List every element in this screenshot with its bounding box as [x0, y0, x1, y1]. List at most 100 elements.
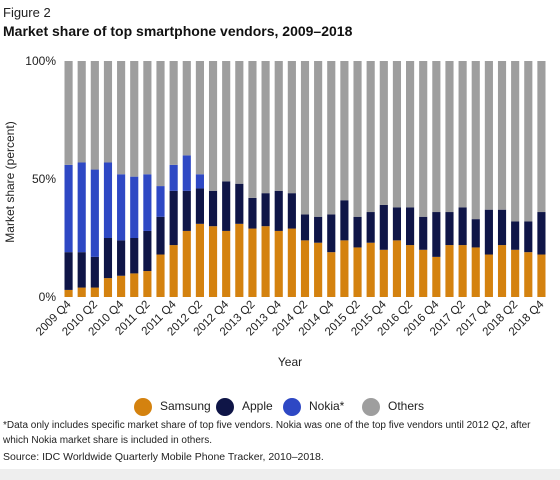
- bars-group: [64, 61, 546, 297]
- bar-segment-others: [222, 61, 231, 182]
- y-tick-label: 50%: [32, 172, 56, 186]
- bar-segment-samsung: [340, 240, 349, 297]
- bar-segment-nokia: [169, 164, 178, 191]
- bar-segment-apple: [156, 216, 165, 255]
- bar-segment-samsung: [103, 278, 113, 297]
- bar-segment-others: [261, 61, 270, 194]
- bar-segment-others: [208, 61, 218, 191]
- bar-segment-nokia: [64, 164, 73, 253]
- bar-segment-samsung: [287, 228, 296, 297]
- bar-segment-apple: [195, 188, 204, 224]
- figure-label: Figure 2: [3, 5, 51, 20]
- bar-segment-samsung: [406, 245, 415, 297]
- bar-segment-samsung: [327, 252, 336, 297]
- bar-segment-samsung: [235, 223, 244, 297]
- bar-segment-others: [432, 61, 441, 213]
- bar-segment-others: [169, 61, 178, 165]
- legend: Samsung Apple Nokia* Others: [0, 397, 560, 417]
- bar-segment-samsung: [117, 275, 126, 297]
- legend-swatch-nokia: [283, 398, 301, 416]
- bar-segment-apple: [117, 240, 126, 276]
- bar-segment-apple: [182, 190, 191, 231]
- bar-segment-others: [458, 61, 467, 208]
- bar-segment-apple: [169, 190, 178, 246]
- legend-label-nokia: Nokia*: [309, 399, 345, 413]
- legend-swatch-samsung: [134, 398, 152, 416]
- bar-segment-others: [379, 61, 388, 205]
- legend-swatch-apple: [216, 398, 234, 416]
- bar-segment-apple: [406, 207, 415, 246]
- bar-segment-others: [340, 61, 349, 201]
- bar-segment-nokia: [77, 162, 86, 253]
- bar-segment-others: [314, 61, 323, 217]
- bar-segment-apple: [77, 252, 86, 288]
- bar-segment-apple: [497, 209, 507, 246]
- bar-segment-apple: [314, 216, 323, 243]
- bar-segment-samsung: [379, 249, 388, 297]
- bar-segment-others: [64, 61, 73, 165]
- bar-segment-apple: [143, 230, 152, 272]
- bar-segment-samsung: [195, 223, 204, 297]
- bar-segment-apple: [340, 200, 349, 241]
- bar-segment-others: [195, 61, 204, 175]
- bar-segment-apple: [222, 181, 231, 231]
- bar-segment-others: [156, 61, 165, 187]
- bar-segment-others: [511, 61, 520, 222]
- bar-segment-others: [537, 61, 546, 213]
- bar-segment-others: [471, 61, 480, 220]
- chart-title: Market share of top smartphone vendors, …: [3, 23, 353, 39]
- bar-segment-apple: [235, 183, 244, 224]
- bar-segment-samsung: [248, 228, 257, 297]
- bar-segment-apple: [327, 214, 336, 253]
- bar-segment-apple: [366, 212, 375, 243]
- bar-segment-apple: [103, 238, 113, 279]
- bar-segment-samsung: [77, 287, 86, 297]
- legend-swatch-others: [362, 398, 380, 416]
- bar-segment-others: [300, 61, 310, 215]
- bar-segment-others: [327, 61, 336, 215]
- bar-segment-samsung: [497, 245, 507, 297]
- bar-segment-samsung: [64, 289, 73, 297]
- bar-segment-nokia: [117, 174, 126, 241]
- bar-segment-apple: [274, 190, 283, 231]
- bar-segment-samsung: [314, 242, 323, 297]
- bar-segment-others: [235, 61, 244, 184]
- bar-segment-samsung: [222, 230, 231, 297]
- bar-segment-apple: [511, 221, 520, 250]
- bar-segment-others: [274, 61, 283, 191]
- bar-segment-samsung: [90, 287, 99, 297]
- bar-segment-samsung: [300, 240, 310, 297]
- bar-segment-others: [445, 61, 454, 213]
- bar-segment-samsung: [445, 245, 454, 297]
- bar-segment-samsung: [471, 247, 480, 297]
- bar-segment-others: [90, 61, 99, 170]
- bar-segment-nokia: [130, 176, 139, 238]
- bar-segment-others: [130, 61, 139, 177]
- bar-segment-samsung: [208, 226, 218, 297]
- y-axis: 0% 50% 100%: [25, 54, 56, 304]
- footnote: *Data only includes specific market shar…: [3, 420, 531, 446]
- bar-segment-apple: [287, 193, 296, 229]
- bar-segment-apple: [484, 209, 493, 255]
- bar-segment-nokia: [156, 186, 165, 217]
- bar-segment-samsung: [169, 245, 178, 297]
- bar-segment-others: [406, 61, 415, 208]
- bar-segment-others: [143, 61, 152, 175]
- bar-segment-apple: [208, 190, 218, 227]
- bar-segment-samsung: [432, 256, 441, 297]
- bar-segment-others: [353, 61, 362, 217]
- bar-segment-samsung: [458, 245, 467, 297]
- bar-segment-samsung: [130, 273, 139, 297]
- bar-segment-nokia: [143, 174, 152, 231]
- bar-segment-samsung: [511, 249, 520, 297]
- bar-segment-samsung: [353, 247, 362, 297]
- bar-segment-samsung: [261, 226, 270, 297]
- bar-segment-apple: [419, 216, 428, 250]
- bar-segment-samsung: [537, 254, 546, 297]
- bar-segment-others: [497, 61, 507, 210]
- bar-segment-apple: [471, 219, 480, 248]
- bar-segment-others: [484, 61, 493, 210]
- bar-segment-nokia: [90, 169, 99, 257]
- bar-segment-others: [103, 61, 113, 163]
